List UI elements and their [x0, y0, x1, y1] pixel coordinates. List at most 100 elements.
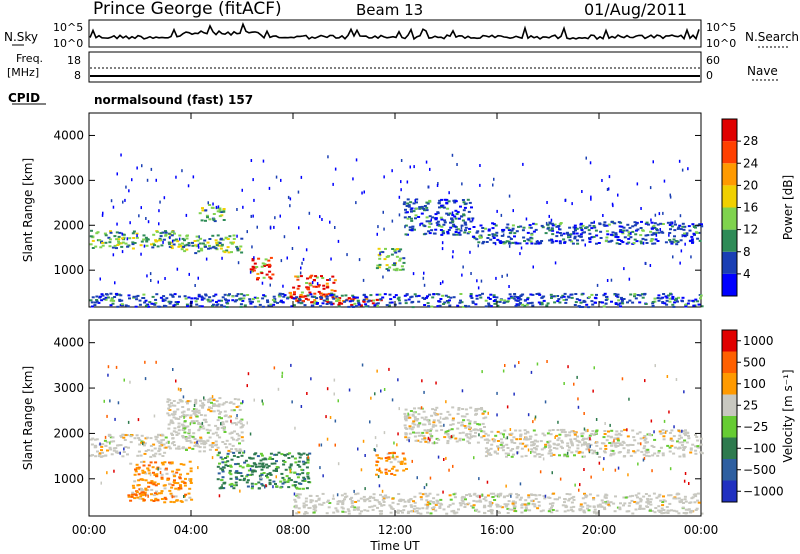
power-echo-cell	[301, 295, 305, 298]
velocity-echo-cell	[217, 416, 221, 419]
power-echo-cell	[402, 203, 406, 206]
power-echo-cell	[428, 232, 432, 235]
velocity-echo-cell	[208, 448, 212, 451]
power-echo-cell	[182, 245, 186, 248]
power-echo-cell	[606, 233, 610, 236]
velocity-echo-cell	[404, 419, 408, 422]
velocity-echo-cell	[567, 499, 571, 502]
velocity-echo-cell	[436, 502, 440, 505]
power-noise-point	[678, 159, 681, 163]
power-echo-cell	[373, 304, 377, 307]
velocity-echo-cell	[201, 405, 205, 408]
power-echo-cell	[296, 275, 300, 278]
power-echo-cell	[675, 243, 679, 246]
velocity-echo-cell	[651, 454, 655, 457]
velocity-echo-cell	[638, 504, 642, 507]
power-echo-cell	[508, 293, 512, 296]
velocity-echo-cell	[668, 450, 672, 453]
velocity-echo-cell	[627, 504, 631, 507]
power-echo-cell	[492, 300, 496, 302]
velocity-noise-point	[567, 365, 569, 369]
power-echo-cell	[657, 294, 661, 297]
power-colorbar-swatch	[722, 229, 737, 252]
velocity-noise-point	[590, 475, 592, 479]
power-noise-point	[207, 201, 209, 205]
power-echo-cell	[492, 223, 496, 226]
velocity-echo-cell	[291, 484, 295, 487]
power-echo-cell	[161, 298, 165, 301]
velocity-echo-cell	[119, 444, 123, 447]
velocity-echo-cell	[217, 403, 221, 406]
power-echo-cell	[385, 304, 389, 307]
velocity-noise-point	[609, 423, 611, 427]
power-echo-cell	[446, 295, 450, 298]
power-echo-cell	[646, 234, 650, 237]
velocity-noise-point	[420, 406, 423, 410]
power-echo-cell	[573, 235, 577, 238]
power-echo-cell	[457, 228, 461, 231]
power-noise-point	[469, 250, 471, 254]
velocity-echo-cell	[570, 496, 574, 499]
velocity-echo-cell	[644, 441, 648, 444]
power-echo-cell	[438, 199, 442, 202]
power-echo-cell	[115, 231, 119, 234]
velocity-echo-cell	[555, 434, 559, 437]
velocity-xlabel: Time UT	[369, 539, 420, 553]
power-echo-cell	[161, 231, 165, 234]
power-echo-cell	[305, 282, 309, 284]
velocity-echo-cell	[684, 500, 688, 503]
velocity-echo-cell	[446, 430, 450, 433]
velocity-echo-cell	[322, 501, 326, 504]
power-echo-cell	[668, 239, 672, 241]
power-echo-cell	[505, 226, 509, 229]
velocity-noise-point	[587, 428, 589, 432]
power-echo-cell	[627, 241, 631, 244]
velocity-echo-cell	[147, 469, 151, 472]
power-echo-cell	[350, 304, 354, 307]
velocity-echo-cell	[426, 505, 430, 508]
velocity-noise-point	[592, 389, 594, 393]
power-noise-point	[149, 272, 152, 276]
power-echo-cell	[503, 299, 507, 302]
velocity-echo-cell	[109, 448, 113, 451]
power-echo-cell	[603, 221, 607, 224]
power-echo-cell	[579, 235, 583, 238]
velocity-echo-cell	[167, 477, 171, 480]
velocity-echo-cell	[199, 425, 203, 428]
power-echo-cell	[487, 296, 490, 299]
power-echo-cell	[343, 300, 347, 303]
power-echo-cell	[132, 230, 136, 233]
velocity-echo-cell	[207, 424, 211, 427]
power-echo-cell	[546, 223, 550, 226]
velocity-noise-point	[539, 470, 542, 474]
power-echo-cell	[205, 214, 209, 217]
power-echo-cell	[631, 225, 635, 228]
power-echo-cell	[211, 304, 214, 307]
velocity-echo-cell	[151, 466, 155, 469]
velocity-echo-cell	[246, 465, 250, 468]
power-echo-cell	[449, 221, 452, 224]
power-echo-cell	[95, 300, 99, 303]
power-echo-cell	[197, 293, 201, 296]
power-echo-cell	[588, 224, 592, 227]
velocity-echo-cell	[527, 494, 531, 497]
power-echo-cell	[593, 296, 597, 299]
velocity-noise-point	[510, 494, 512, 498]
power-echo-cell	[325, 286, 329, 289]
velocity-echo-cell	[240, 402, 243, 405]
velocity-echo-cell	[202, 427, 206, 430]
power-echo-cell	[218, 215, 222, 218]
velocity-echo-cell	[413, 501, 417, 504]
power-noise-point	[649, 186, 652, 190]
power-echo-region	[89, 229, 182, 250]
velocity-echo-cell	[111, 436, 115, 439]
velocity-echo-cell	[237, 405, 241, 408]
velocity-echo-cell	[283, 481, 287, 484]
velocity-noise-point	[595, 418, 598, 421]
velocity-echo-cell	[667, 494, 671, 497]
power-echo-cell	[217, 244, 221, 247]
power-noise-point	[522, 162, 524, 166]
power-echo-cell	[117, 238, 121, 241]
power-echo-cell	[428, 215, 432, 218]
power-echo-cell	[261, 305, 265, 308]
